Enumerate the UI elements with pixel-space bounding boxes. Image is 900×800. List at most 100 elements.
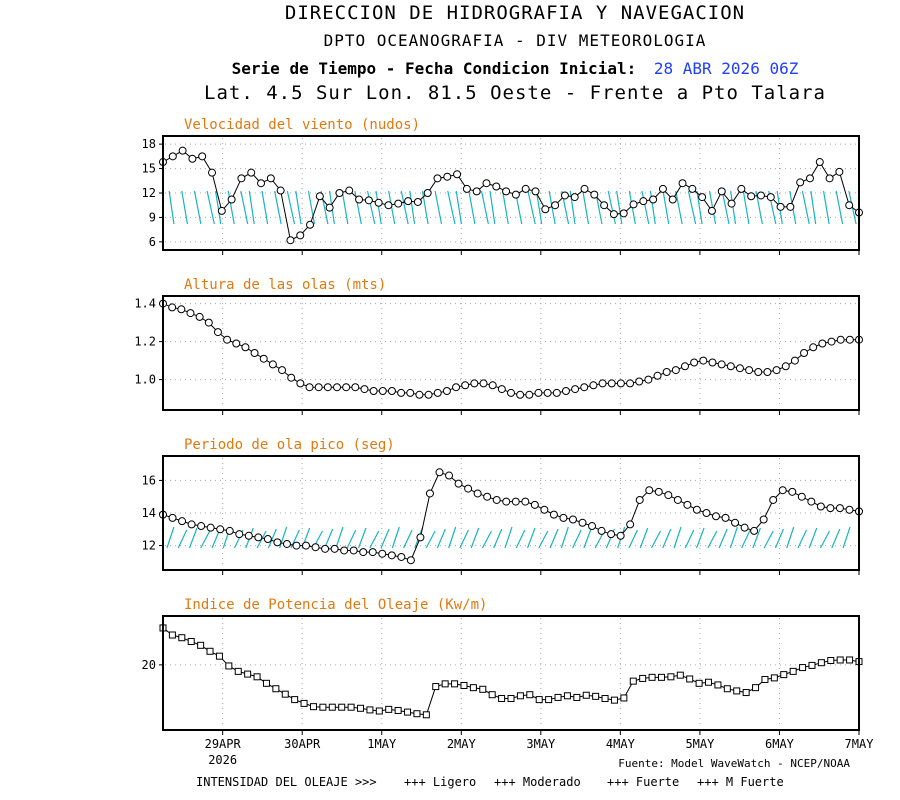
- data-point: [460, 681, 468, 689]
- data-point: [186, 309, 195, 318]
- wave-arrow: [279, 526, 288, 549]
- data-point: [702, 509, 711, 517]
- x-axis: 29APR 30APR 1MAY 2MAY 3MAY 4MAY 5MAY 6MAY 7MAY 20…: [205, 737, 875, 767]
- wind-arrow: [687, 190, 697, 225]
- header-series-line: Serie de Tiempo - Fecha Condicion Inicia…: [232, 59, 799, 78]
- data-point: [195, 312, 204, 321]
- data-point: [560, 191, 569, 200]
- wave-arrow: [493, 528, 503, 549]
- wave-arrow: [549, 528, 559, 549]
- data-point: [225, 526, 234, 535]
- data-point: [441, 680, 449, 688]
- ytick-label: 1.4: [134, 297, 156, 311]
- data-point: [516, 390, 525, 399]
- wind-arrow: [810, 190, 817, 225]
- data-point: [835, 167, 844, 176]
- data-point: [333, 383, 341, 392]
- data-point: [507, 695, 515, 703]
- data-point: [394, 706, 402, 714]
- data-point: [745, 366, 754, 375]
- data-point: [473, 489, 482, 498]
- data-point: [763, 368, 772, 376]
- data-point: [607, 379, 616, 388]
- wave-arrow: [774, 528, 784, 549]
- data-point: [351, 383, 360, 392]
- data-point: [673, 495, 682, 504]
- data-point: [578, 518, 587, 527]
- wave-arrow: [481, 530, 492, 549]
- panel-3: Periodo de ola pico (seg) 12 14 16: [142, 437, 863, 575]
- data-point: [234, 667, 242, 675]
- data-point: [225, 662, 233, 670]
- data-point: [535, 696, 543, 704]
- data-point: [534, 388, 543, 397]
- data-point: [187, 520, 196, 529]
- xtick-label: 29APR: [205, 737, 242, 751]
- data-point: [540, 505, 549, 514]
- ytick-label: 1.0: [134, 373, 156, 387]
- data-point: [788, 487, 797, 496]
- data-point: [664, 491, 673, 500]
- data-point: [688, 184, 697, 193]
- data-point: [345, 186, 354, 195]
- data-point: [498, 695, 506, 703]
- panel-1: Velocidad del viento (nudos) 6 9 12 15 18: [142, 117, 863, 255]
- data-point: [809, 343, 818, 352]
- data-point: [232, 339, 241, 348]
- data-point: [188, 154, 197, 163]
- wave-arrow: [628, 529, 638, 549]
- data-point: [384, 201, 393, 210]
- data-point: [825, 174, 834, 183]
- wind-arrow: [400, 190, 409, 225]
- data-point: [413, 197, 422, 206]
- year-label: 2026: [208, 753, 237, 767]
- data-point: [482, 179, 491, 188]
- data-point: [692, 505, 701, 514]
- wind-arrow: [755, 190, 763, 225]
- data-point: [387, 387, 396, 395]
- wind-arrow: [366, 190, 376, 225]
- ytick-label: 9: [149, 210, 156, 224]
- data-point: [571, 385, 580, 394]
- data-point: [781, 362, 790, 371]
- data-point: [357, 704, 365, 712]
- wind-arrow: [295, 190, 302, 225]
- header-title: DIRECCION DE HIDROGRAFIA Y NAVEGACION: [285, 2, 745, 24]
- data-point: [516, 692, 524, 700]
- data-point: [800, 349, 809, 357]
- data-point: [590, 190, 599, 199]
- data-point: [805, 174, 814, 183]
- data-point: [323, 383, 332, 392]
- panel-frame: [162, 615, 860, 731]
- header-subtitle: DPTO OCEANOGRAFIA - DIV METEOROLOGIA: [324, 31, 707, 50]
- data-point: [717, 187, 726, 196]
- data-point: [573, 693, 581, 701]
- data-point: [187, 638, 195, 646]
- data-point: [197, 641, 205, 649]
- data-point: [413, 710, 421, 718]
- data-point: [479, 685, 487, 693]
- wind-arrow: [835, 190, 844, 225]
- wave-arrow: [842, 526, 851, 549]
- data-point: [629, 200, 638, 209]
- wave-arrow: [177, 529, 188, 549]
- xtick-label: 3MAY: [526, 737, 556, 751]
- wind-arrow: [822, 190, 830, 225]
- data-point: [223, 335, 232, 344]
- data-point: [770, 674, 778, 682]
- wind-arrow: [801, 190, 810, 225]
- data-point: [461, 381, 470, 390]
- data-point: [552, 388, 561, 397]
- ytick-label: 15: [142, 162, 156, 176]
- ytick-label: 12: [142, 186, 156, 200]
- data-point: [244, 670, 252, 678]
- data-point: [676, 671, 684, 679]
- wind-arrow: [662, 190, 670, 225]
- data-point: [237, 174, 246, 183]
- wave-arrow: [346, 529, 357, 549]
- data-point: [635, 377, 644, 386]
- data-point: [678, 179, 687, 188]
- data-point: [385, 705, 393, 713]
- legend-items: +++ Ligero +++ Moderado +++ Fuerte +++ M Fu…: [404, 775, 784, 789]
- wave-arrow: [662, 528, 672, 549]
